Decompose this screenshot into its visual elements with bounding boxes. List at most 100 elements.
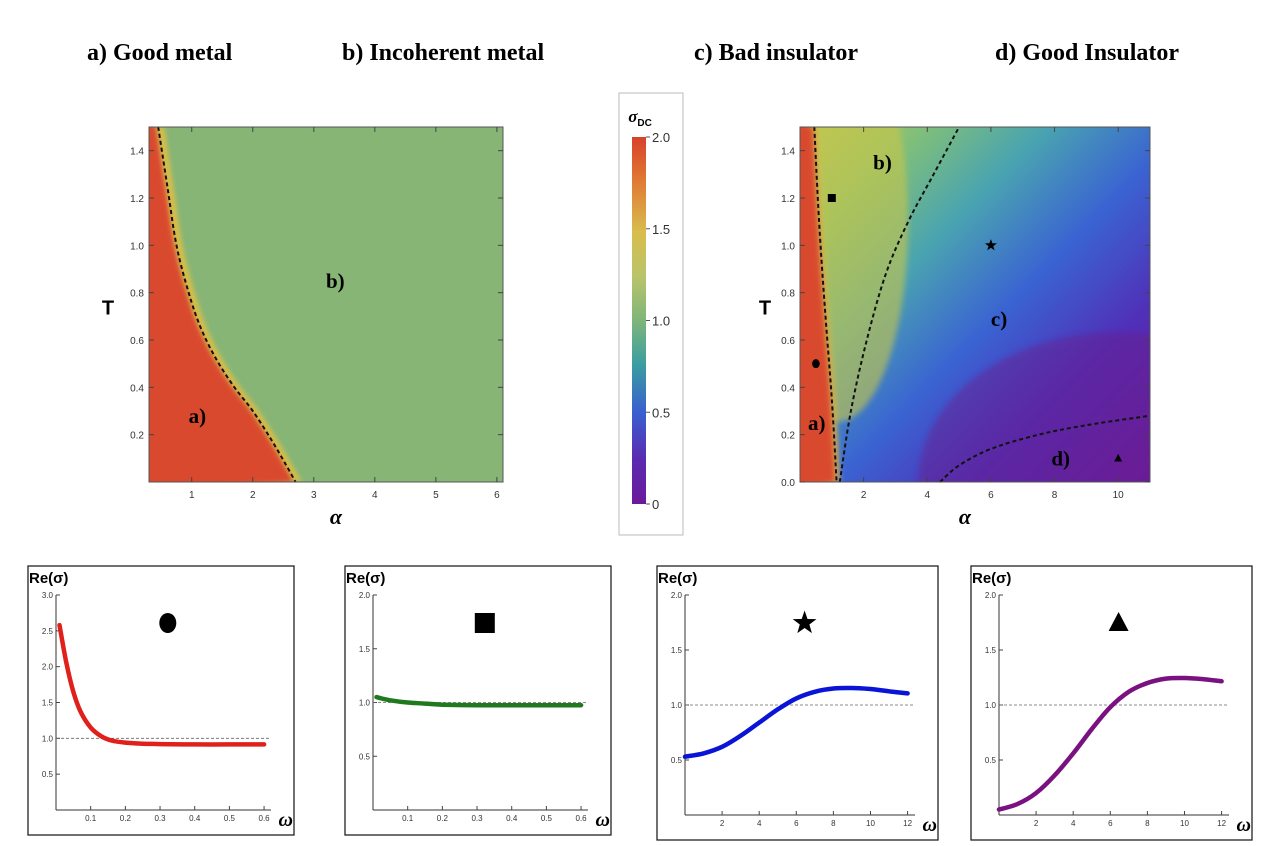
x-tick-label: 0.6: [576, 814, 588, 823]
x-tick-label: 6: [988, 490, 994, 501]
y-axis-label: Re(σ): [658, 570, 697, 587]
marker-circle: [812, 359, 820, 369]
phase-boundary-dashed: [157, 126, 297, 483]
marker-star: [792, 610, 817, 634]
region-label: a): [808, 411, 826, 435]
title-incoherent-metal: b) Incoherent metal: [342, 40, 545, 66]
x-tick-label: 0.5: [541, 814, 553, 823]
conductivity-curve: [996, 675, 1224, 812]
marker-square: [827, 194, 836, 202]
y-tick-label: 0.6: [781, 336, 795, 347]
x-tick-label: 10: [1180, 819, 1189, 828]
good-metal-region: [149, 127, 294, 482]
x-tick-label: 0.4: [506, 814, 518, 823]
x-tick-label: 4: [1071, 819, 1076, 828]
x-axis-label: α: [959, 504, 972, 529]
y-tick-label: 2.0: [985, 591, 997, 600]
x-tick-label: 0.3: [471, 814, 483, 823]
colorbar-tick-label: 1.0: [652, 314, 670, 329]
conductivity-plot-incoherent-metal: 0.1 0.2 0.3 0.4 0.5 0.6 0.5 1.0 1.5 2.0 Re(σ) ω: [344, 565, 612, 836]
y-tick-label: 2.5: [42, 627, 54, 636]
y-tick-label: 0.5: [359, 752, 371, 761]
y-tick-label: 1.0: [130, 241, 144, 252]
title-good-insulator: d) Good Insulator: [995, 40, 1180, 66]
y-tick-label: 0.4: [130, 383, 144, 394]
y-tick-label: 1.2: [781, 194, 795, 205]
conductivity-curve: [374, 694, 584, 708]
colorbar-title-sub: DC: [637, 118, 651, 129]
plot-frame: [799, 126, 1151, 483]
y-tick-label: 1.4: [130, 147, 144, 158]
colorbar-title-sigma: σ: [628, 107, 638, 126]
x-tick-label: 2: [861, 490, 867, 501]
x-tick-label: 0.5: [224, 814, 236, 823]
y-tick-label: 0.5: [671, 756, 683, 765]
y-tick-label: 1.5: [42, 699, 54, 708]
colorbar-frame: [618, 92, 684, 536]
x-tick-label: 3: [311, 490, 317, 501]
y-tick-label: 2.0: [359, 591, 371, 600]
conductivity-curve: [57, 622, 267, 747]
y-tick-label: 0.4: [781, 383, 795, 394]
y-tick-label: 1.5: [985, 646, 997, 655]
x-axis-label: ω: [596, 809, 610, 831]
y-tick-label: 0.2: [781, 431, 795, 442]
conductivity-curve: [682, 685, 910, 759]
colorbar-tick-label: 1.5: [652, 222, 670, 237]
phase-boundary-dashed: [838, 126, 960, 483]
y-tick-label: 1.0: [671, 701, 683, 710]
x-tick-label: 0.3: [154, 814, 166, 823]
colorbar-tick-label: 0.5: [652, 405, 670, 420]
plot-frame-outer: [656, 565, 939, 841]
y-tick-label: 0.0: [781, 478, 795, 489]
x-tick-label: 8: [1052, 490, 1058, 501]
x-tick-label: 1: [189, 490, 195, 501]
x-tick-label: 10: [866, 819, 875, 828]
phase-boundary-dashed: [813, 126, 838, 483]
y-tick-label: 3.0: [42, 591, 54, 600]
good-metal-region: [800, 127, 836, 482]
colorbar-title: σDC: [628, 107, 652, 129]
x-tick-label: 5: [433, 490, 439, 501]
region-label: b): [873, 151, 892, 175]
y-tick-label: 1.2: [130, 194, 144, 205]
region-label: a): [189, 404, 207, 428]
y-axis-label: Re(σ): [346, 570, 385, 587]
y-axis-label: T: [102, 298, 114, 320]
y-tick-label: 1.0: [42, 734, 54, 743]
x-tick-label: 6: [1108, 819, 1113, 828]
plot-frame: [148, 126, 504, 483]
y-tick-label: 0.5: [42, 770, 54, 779]
metal-region-group: [149, 127, 302, 482]
y-axis-label: Re(σ): [29, 570, 68, 587]
conductivity-plot-good-metal: 0.1 0.2 0.3 0.4 0.5 0.6 0.5 1.0 1.5 2.0 2.5 3.0 Re(σ…: [27, 565, 295, 836]
y-tick-label: 2.0: [671, 591, 683, 600]
x-tick-label: 4: [924, 490, 930, 501]
y-tick-label: 1.0: [359, 699, 371, 708]
conductivity-plot-good-insulator: 2 4 6 8 10 12 0.5 1.0 1.5 2.0 Re(σ) ω: [970, 565, 1253, 841]
x-axis-label: ω: [279, 809, 293, 831]
y-axis-label: T: [759, 298, 771, 320]
x-tick-label: 4: [372, 490, 378, 501]
x-tick-label: 6: [494, 490, 500, 501]
x-tick-label: 0.4: [189, 814, 201, 823]
x-tick-label: 0.6: [259, 814, 271, 823]
y-tick-label: 1.5: [671, 646, 683, 655]
field-overlays: [800, 127, 1150, 482]
marker-triangle: [1114, 453, 1123, 462]
y-tick-label: 1.4: [781, 147, 795, 158]
x-tick-label: 2: [1034, 819, 1039, 828]
y-tick-label: 1.5: [359, 645, 371, 654]
y-tick-label: 0.5: [985, 756, 997, 765]
colorbar-bar: [632, 137, 646, 504]
y-tick-label: 1.0: [781, 241, 795, 252]
x-tick-label: 12: [903, 819, 912, 828]
y-tick-label: 2.0: [42, 663, 54, 672]
x-tick-label: 0.2: [437, 814, 449, 823]
colorbar-tick-label: 0: [652, 497, 659, 512]
marker-triangle: [1108, 612, 1129, 631]
marker-square: [474, 613, 495, 633]
x-tick-label: 10: [1113, 490, 1125, 501]
region-label: b): [326, 269, 345, 293]
transition-shade: [800, 127, 909, 422]
